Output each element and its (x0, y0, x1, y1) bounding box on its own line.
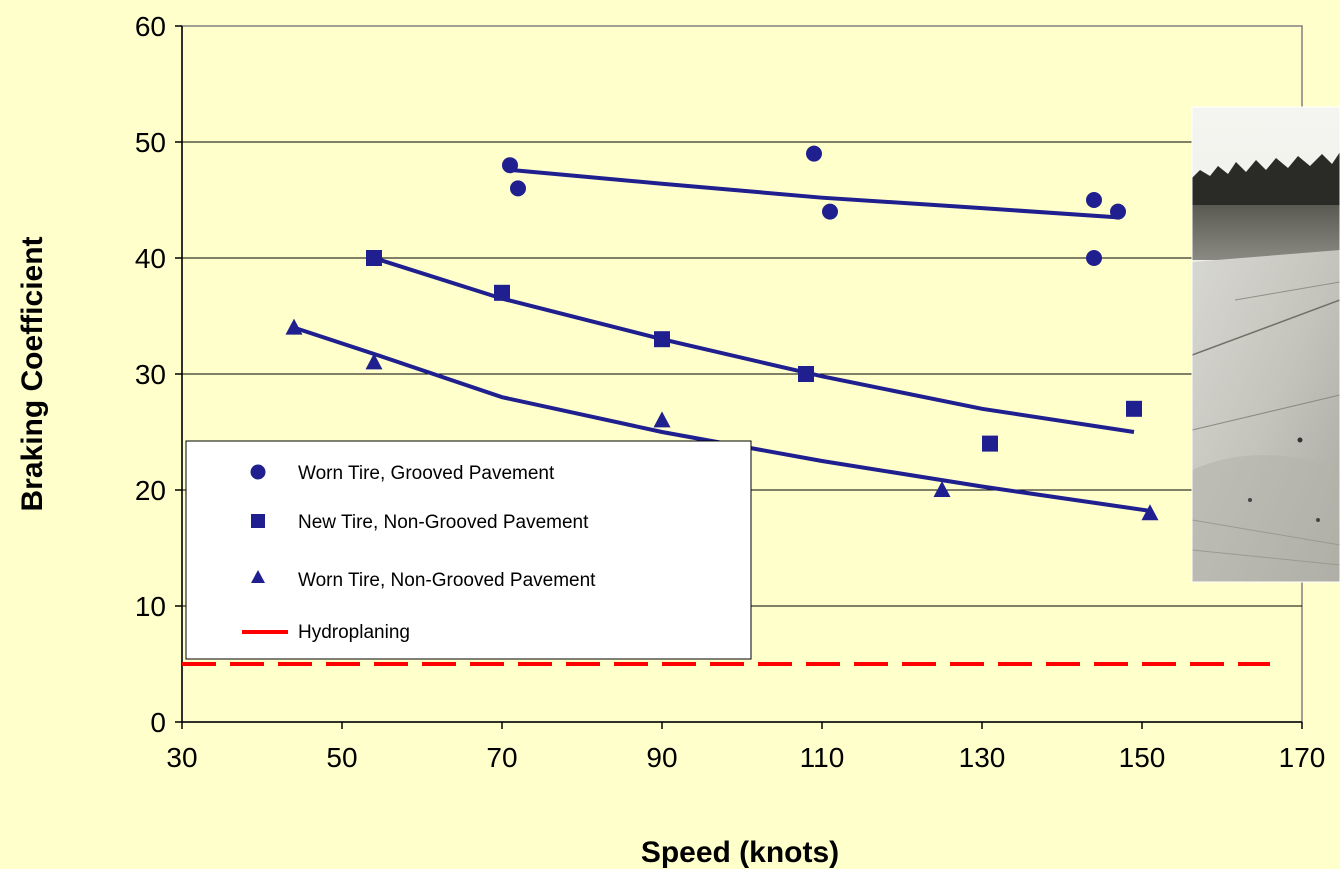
trend-line-1 (373, 256, 1135, 434)
data-point-circle (822, 203, 838, 220)
data-point-circle (1110, 203, 1126, 220)
photo-frame (1191, 106, 1340, 583)
axes (175, 25, 1303, 729)
x-tick-label: 90 (646, 742, 677, 773)
x-tick-label: 150 (1119, 742, 1166, 773)
legend-entry-worn-nongrooved: Worn Tire, Non-Grooved Pavement (251, 570, 596, 591)
data-point-circle (806, 145, 822, 162)
legend-label-new-nongrooved: New Tire, Non-Grooved Pavement (298, 512, 589, 533)
x-tick-label: 170 (1279, 742, 1326, 773)
data-point-square (1126, 400, 1142, 417)
y-tick-label: 0 (150, 707, 166, 738)
trend-lines (293, 167, 1151, 513)
data-point-triangle (1141, 504, 1159, 521)
legend: Worn Tire, Grooved Pavement New Tire, No… (185, 440, 752, 660)
data-point-square (494, 284, 510, 301)
data-point-square (798, 366, 814, 382)
x-tick-label: 70 (486, 742, 517, 773)
data-point-triangle (365, 353, 383, 370)
legend-entry-new-nongrooved: New Tire, Non-Grooved Pavement (251, 512, 589, 533)
data-point-triangle (933, 481, 951, 497)
y-tick-label: 60 (135, 11, 166, 42)
data-point-triangle (285, 318, 303, 335)
y-axis-title: Braking Coefficient (16, 236, 49, 511)
data-point-circle (1086, 250, 1102, 266)
runway-photo (1192, 107, 1340, 582)
data-point-square (366, 250, 382, 266)
trend-line-0 (509, 167, 1119, 220)
legend-entry-worn-grooved: Worn Tire, Grooved Pavement (250, 463, 555, 484)
y-tick-label: 20 (135, 475, 166, 506)
legend-entry-hydroplaning: Hydroplaning (242, 622, 410, 643)
data-point-circle (510, 180, 526, 197)
data-point-circle (1086, 192, 1102, 208)
y-tick-label: 10 (135, 591, 166, 622)
legend-box (185, 440, 752, 660)
legend-label-worn-nongrooved: Worn Tire, Non-Grooved Pavement (298, 570, 596, 591)
y-tick-label: 50 (135, 127, 166, 158)
data-point-circle (502, 157, 518, 174)
data-point-triangle (653, 411, 671, 428)
x-tick-label: 130 (959, 742, 1006, 773)
x-axis-title: Speed (knots) (641, 836, 839, 869)
x-tick-labels: 30 50 70 90 110 130 150 170 (166, 742, 1325, 773)
x-tick-label: 110 (800, 742, 845, 773)
data-point-square (982, 435, 998, 452)
data-point-square (654, 331, 670, 348)
trend-line-2 (293, 325, 1151, 513)
legend-label-hydroplaning: Hydroplaning (298, 622, 410, 643)
y-tick-labels: 0 10 20 30 40 50 60 (135, 11, 166, 738)
x-tick-label: 30 (166, 742, 197, 773)
legend-label-worn-grooved: Worn Tire, Grooved Pavement (298, 463, 555, 484)
x-tick-label: 50 (326, 742, 357, 773)
y-tick-label: 40 (135, 243, 166, 274)
data-points (285, 145, 1159, 521)
y-tick-label: 30 (135, 359, 166, 390)
